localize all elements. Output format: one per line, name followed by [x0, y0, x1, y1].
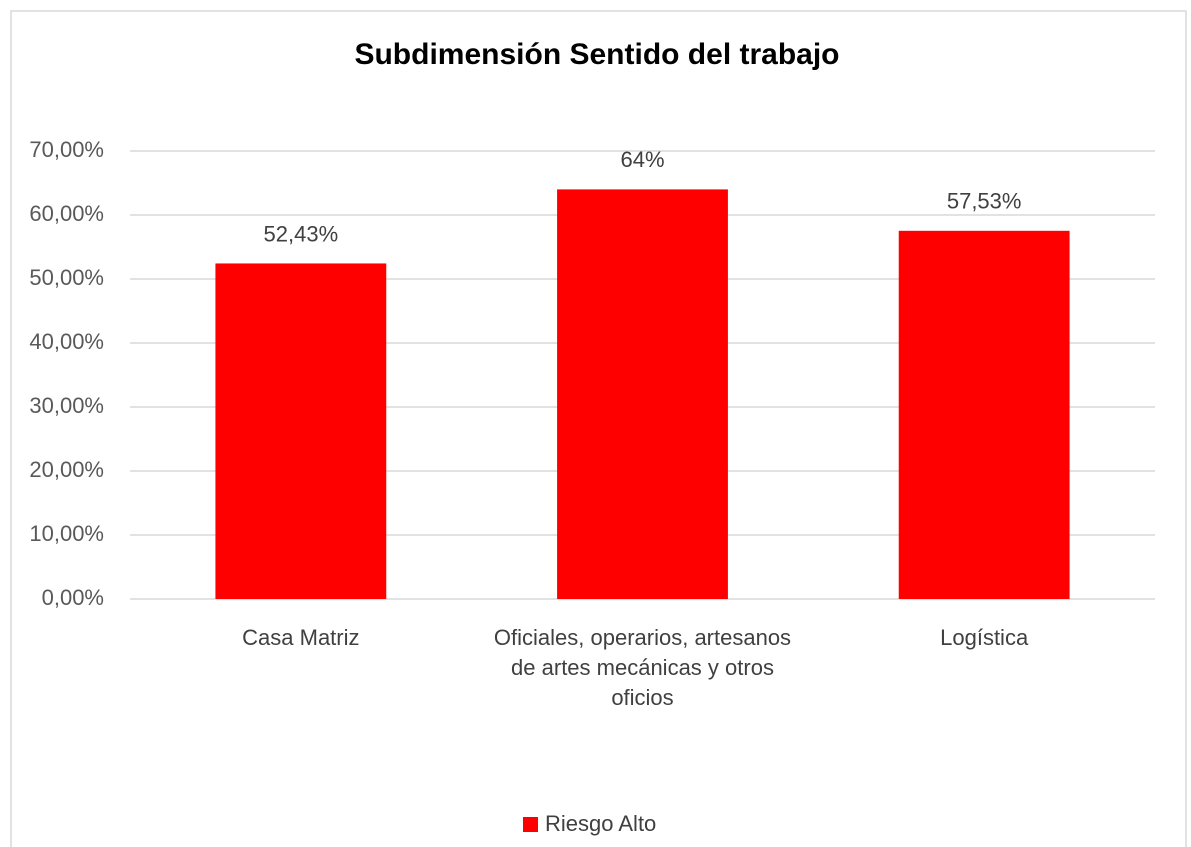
x-tick-label: Logística	[940, 625, 1029, 650]
y-tick-label: 70,00%	[29, 137, 104, 162]
bar	[557, 189, 728, 599]
y-tick-label: 10,00%	[29, 521, 104, 546]
y-tick-label: 30,00%	[29, 393, 104, 418]
data-label: 52,43%	[264, 221, 339, 246]
data-label: 64%	[620, 147, 664, 172]
y-tick-label: 20,00%	[29, 457, 104, 482]
y-tick-label: 50,00%	[29, 265, 104, 290]
bar	[898, 230, 1070, 600]
bar	[215, 263, 387, 599]
legend-label: Riesgo Alto	[545, 811, 656, 836]
legend-swatch	[523, 817, 538, 832]
y-tick-label: 60,00%	[29, 201, 104, 226]
x-tick-label: Oficiales, operarios, artesanos de artes…	[493, 625, 792, 710]
data-label: 57,53%	[947, 189, 1022, 214]
chart-title: Subdimensión Sentido del trabajo	[354, 38, 839, 71]
x-tick-label: Casa Matriz	[242, 625, 360, 650]
y-tick-label: 40,00%	[29, 329, 104, 354]
y-tick-label: 0,00%	[42, 585, 104, 610]
